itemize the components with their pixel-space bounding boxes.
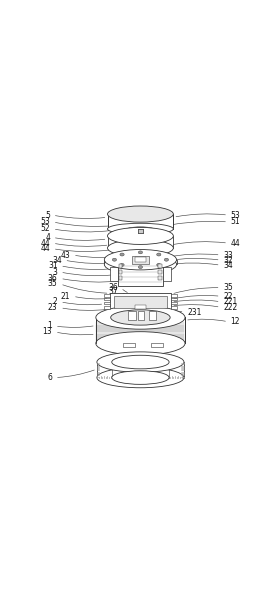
Ellipse shape <box>157 253 161 256</box>
Text: 23: 23 <box>48 303 58 312</box>
Polygon shape <box>118 263 163 285</box>
Polygon shape <box>107 214 173 229</box>
Text: 13: 13 <box>43 327 52 337</box>
Text: 21: 21 <box>61 291 70 301</box>
Ellipse shape <box>104 249 176 270</box>
Polygon shape <box>137 310 141 314</box>
Ellipse shape <box>112 371 169 384</box>
Text: 37: 37 <box>109 288 118 296</box>
Text: 53: 53 <box>41 218 50 227</box>
Ellipse shape <box>111 310 170 325</box>
Text: 32: 32 <box>223 255 233 265</box>
Ellipse shape <box>164 258 169 261</box>
Text: 4: 4 <box>45 233 50 242</box>
Ellipse shape <box>138 251 142 254</box>
Polygon shape <box>158 264 162 268</box>
Ellipse shape <box>104 254 176 274</box>
Text: 53: 53 <box>231 211 240 219</box>
Text: 44: 44 <box>41 244 50 253</box>
Ellipse shape <box>107 240 173 257</box>
Polygon shape <box>138 229 143 233</box>
Text: 36: 36 <box>109 284 118 292</box>
Polygon shape <box>104 295 110 297</box>
Polygon shape <box>141 310 144 314</box>
Text: 34: 34 <box>223 261 233 269</box>
Polygon shape <box>119 277 122 280</box>
Polygon shape <box>151 343 163 347</box>
Polygon shape <box>96 318 185 343</box>
Text: 222: 222 <box>223 303 238 312</box>
Polygon shape <box>133 249 137 254</box>
Polygon shape <box>138 312 144 320</box>
Polygon shape <box>138 229 143 233</box>
Text: 22: 22 <box>223 291 233 301</box>
Ellipse shape <box>96 332 185 355</box>
Polygon shape <box>112 362 169 378</box>
Text: 2: 2 <box>53 298 58 306</box>
Text: 221: 221 <box>223 298 238 306</box>
Polygon shape <box>135 257 146 262</box>
Polygon shape <box>171 298 176 300</box>
Text: 44: 44 <box>41 239 50 247</box>
Polygon shape <box>104 298 110 300</box>
Ellipse shape <box>120 253 124 256</box>
Polygon shape <box>114 296 167 308</box>
Polygon shape <box>104 302 110 304</box>
Ellipse shape <box>107 227 173 244</box>
Ellipse shape <box>112 355 169 369</box>
Text: 36: 36 <box>48 274 58 283</box>
Ellipse shape <box>97 367 184 388</box>
Ellipse shape <box>116 230 165 243</box>
Polygon shape <box>144 249 148 254</box>
Polygon shape <box>171 306 176 309</box>
Polygon shape <box>104 260 176 265</box>
Text: 1: 1 <box>48 321 52 331</box>
Polygon shape <box>145 310 148 314</box>
Text: 44: 44 <box>231 239 240 247</box>
Ellipse shape <box>112 258 116 261</box>
Polygon shape <box>133 310 136 314</box>
Polygon shape <box>132 256 149 263</box>
Polygon shape <box>139 249 142 254</box>
Polygon shape <box>110 293 171 310</box>
Polygon shape <box>110 267 118 282</box>
Text: 6: 6 <box>47 373 52 382</box>
Text: 3: 3 <box>53 268 58 277</box>
Polygon shape <box>119 264 122 268</box>
Polygon shape <box>158 277 162 280</box>
Text: 33: 33 <box>223 251 233 260</box>
Text: 231: 231 <box>187 308 201 317</box>
Polygon shape <box>135 305 146 309</box>
Text: 31: 31 <box>48 261 58 270</box>
Polygon shape <box>149 312 156 320</box>
Polygon shape <box>97 362 184 378</box>
Ellipse shape <box>107 206 173 222</box>
Ellipse shape <box>125 227 155 233</box>
Polygon shape <box>158 270 162 274</box>
Polygon shape <box>123 343 135 347</box>
Polygon shape <box>119 270 122 274</box>
Polygon shape <box>107 236 173 248</box>
Ellipse shape <box>96 306 185 329</box>
Ellipse shape <box>138 266 142 269</box>
Polygon shape <box>104 306 110 309</box>
Text: 5: 5 <box>45 211 50 219</box>
Text: 35: 35 <box>48 279 58 288</box>
Ellipse shape <box>107 223 173 235</box>
Text: 12: 12 <box>231 317 240 326</box>
Ellipse shape <box>125 229 155 235</box>
Polygon shape <box>163 267 171 282</box>
Text: 52: 52 <box>41 224 50 233</box>
Polygon shape <box>138 229 143 233</box>
Ellipse shape <box>157 263 161 266</box>
Text: 43: 43 <box>61 251 70 260</box>
Polygon shape <box>128 312 136 320</box>
Text: 51: 51 <box>231 218 240 227</box>
Text: 35: 35 <box>223 284 233 292</box>
Ellipse shape <box>120 263 124 266</box>
Polygon shape <box>171 295 176 297</box>
Polygon shape <box>171 302 176 304</box>
Ellipse shape <box>97 352 184 372</box>
Text: 34: 34 <box>52 255 62 265</box>
